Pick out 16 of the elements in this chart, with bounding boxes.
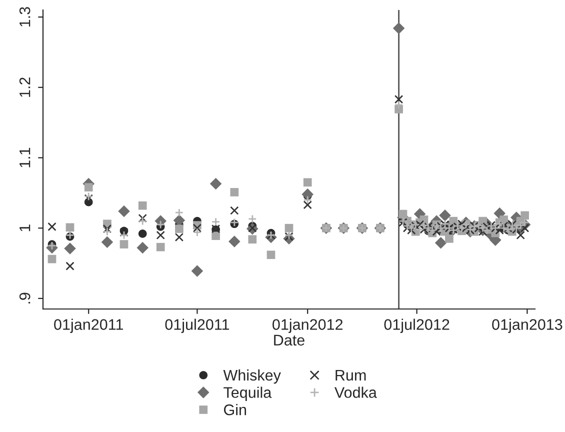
x-tick-label: 01jul2012	[384, 318, 450, 333]
x-axis-title: Date	[274, 334, 304, 346]
y-tick-label: 1	[20, 224, 30, 232]
legend-label: Rum	[336, 370, 366, 381]
legend-label: Gin	[224, 404, 246, 416]
legend-label: Tequila	[224, 386, 272, 401]
x-tick-label: 01jan2011	[54, 318, 123, 333]
legend-label: Whiskey	[223, 369, 281, 384]
x-tick-label: 01jan2013	[492, 318, 562, 333]
y-tick-label: 1.1	[20, 148, 30, 168]
y-tick-label: 1.3	[19, 7, 30, 26]
x-tick-label: 01jan2012	[272, 318, 343, 333]
y-tick-label: 1.2	[19, 78, 30, 97]
x-tick-label: 01jul2011	[165, 318, 230, 333]
y-tick-label: .9	[19, 292, 30, 304]
legend-label: Vodka	[334, 386, 377, 398]
